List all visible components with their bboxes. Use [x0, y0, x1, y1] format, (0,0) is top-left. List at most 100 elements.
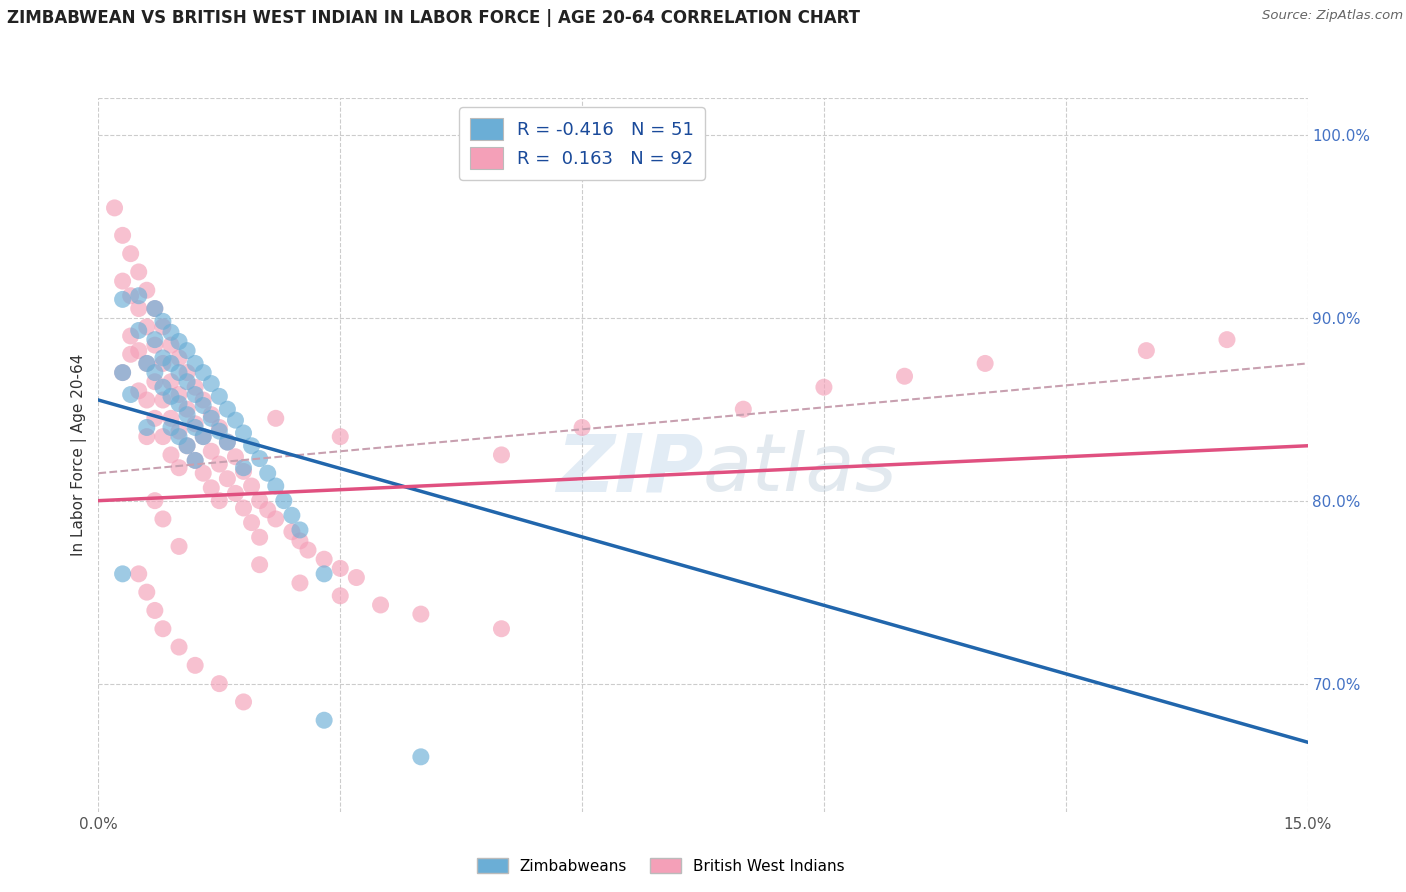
Point: [184, 453, 207, 467]
Point: [176, 366, 198, 380]
Point: [120, 387, 142, 401]
Point: [232, 425, 254, 440]
Point: [160, 338, 183, 352]
Point: [193, 366, 215, 380]
Point: [176, 402, 198, 417]
Point: [128, 265, 150, 279]
Point: [135, 429, 157, 443]
Point: [167, 397, 190, 411]
Point: [240, 479, 263, 493]
Point: [193, 429, 215, 443]
Point: [893, 369, 915, 384]
Point: [103, 201, 125, 215]
Text: Source: ZipAtlas.com: Source: ZipAtlas.com: [1263, 9, 1403, 22]
Point: [288, 576, 311, 591]
Point: [249, 530, 271, 544]
Point: [143, 603, 166, 617]
Point: [111, 274, 134, 288]
Point: [240, 516, 263, 530]
Point: [264, 411, 287, 425]
Point: [217, 472, 239, 486]
Point: [143, 338, 166, 352]
Point: [111, 366, 134, 380]
Point: [128, 324, 150, 338]
Point: [128, 301, 150, 316]
Point: [344, 570, 367, 584]
Point: [143, 301, 166, 316]
Point: [152, 319, 174, 334]
Point: [135, 356, 157, 370]
Point: [329, 429, 352, 443]
Point: [176, 439, 198, 453]
Point: [273, 493, 295, 508]
Point: [152, 429, 174, 443]
Point: [208, 424, 231, 438]
Point: [200, 408, 222, 422]
Point: [208, 676, 231, 690]
Point: [281, 524, 304, 539]
Point: [176, 343, 198, 358]
Point: [288, 533, 311, 548]
Point: [256, 467, 278, 481]
Point: [135, 420, 157, 434]
Point: [370, 598, 392, 612]
Point: [208, 389, 231, 403]
Point: [200, 376, 222, 391]
Point: [314, 713, 336, 727]
Point: [264, 479, 287, 493]
Point: [224, 413, 246, 427]
Point: [491, 622, 513, 636]
Point: [256, 503, 278, 517]
Point: [143, 333, 166, 347]
Point: [152, 351, 174, 365]
Point: [491, 448, 513, 462]
Legend: R = -0.416   N = 51, R =  0.163   N = 92: R = -0.416 N = 51, R = 0.163 N = 92: [460, 107, 704, 180]
Point: [167, 640, 190, 654]
Point: [733, 402, 755, 417]
Point: [160, 375, 183, 389]
Point: [217, 435, 239, 450]
Point: [120, 347, 142, 361]
Point: [184, 658, 207, 673]
Text: ZIP: ZIP: [555, 430, 703, 508]
Point: [249, 558, 271, 572]
Point: [160, 356, 183, 370]
Point: [974, 356, 997, 370]
Point: [232, 464, 254, 478]
Point: [160, 448, 183, 462]
Point: [120, 289, 142, 303]
Point: [288, 523, 311, 537]
Point: [143, 375, 166, 389]
Point: [232, 695, 254, 709]
Point: [240, 439, 263, 453]
Point: [152, 622, 174, 636]
Point: [193, 429, 215, 443]
Point: [135, 585, 157, 599]
Point: [135, 283, 157, 297]
Point: [167, 366, 190, 380]
Point: [135, 392, 157, 407]
Point: [176, 408, 198, 422]
Point: [167, 387, 190, 401]
Point: [160, 326, 183, 340]
Point: [409, 607, 432, 621]
Text: atlas: atlas: [703, 430, 898, 508]
Point: [152, 356, 174, 370]
Point: [232, 460, 254, 475]
Point: [176, 439, 198, 453]
Point: [184, 420, 207, 434]
Text: ZIMBABWEAN VS BRITISH WEST INDIAN IN LABOR FORCE | AGE 20-64 CORRELATION CHART: ZIMBABWEAN VS BRITISH WEST INDIAN IN LAB…: [7, 9, 860, 27]
Point: [128, 343, 150, 358]
Point: [1216, 333, 1239, 347]
Point: [314, 566, 336, 581]
Point: [224, 486, 246, 500]
Point: [200, 411, 222, 425]
Point: [249, 493, 271, 508]
Point: [160, 420, 183, 434]
Point: [111, 293, 134, 307]
Point: [128, 566, 150, 581]
Point: [329, 589, 352, 603]
Point: [200, 481, 222, 495]
Point: [167, 424, 190, 438]
Point: [111, 228, 134, 243]
